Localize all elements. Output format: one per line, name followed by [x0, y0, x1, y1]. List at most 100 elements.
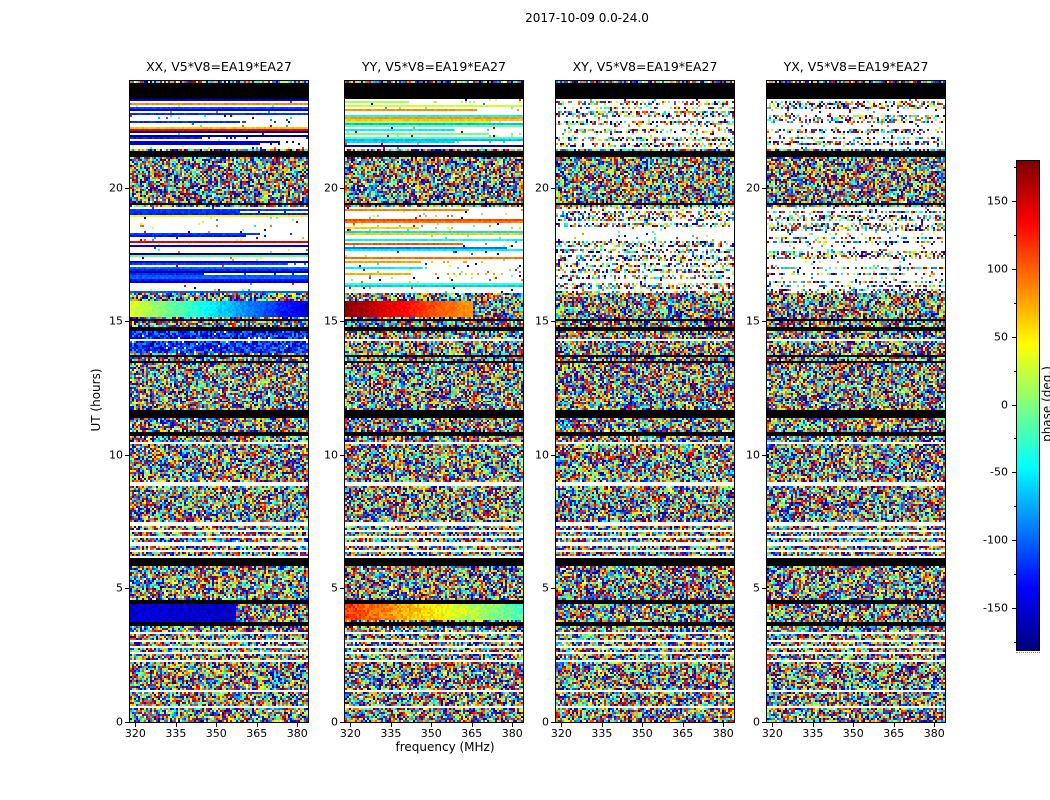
- y-tick-label: 5: [331, 581, 338, 595]
- y-tick-mark: [551, 722, 555, 723]
- y-tick-mark: [762, 454, 766, 456]
- heatmap-panel-yy: [344, 80, 524, 723]
- x-tick-label: 335: [591, 727, 613, 740]
- x-tick-mark: [812, 723, 814, 727]
- y-tick-mark: [551, 187, 555, 189]
- x-tick-label: 380: [501, 727, 523, 740]
- x-tick-mark: [772, 723, 774, 727]
- panel-title-xx: XX, V5*V8=EA19*EA27: [146, 59, 292, 74]
- x-tick-label: 365: [246, 727, 268, 740]
- y-tick-mark: [340, 588, 344, 590]
- colorbar-label: phase (deg.): [1040, 366, 1050, 442]
- x-tick-mark: [934, 723, 936, 727]
- heatmap-canvas-yy: [345, 81, 523, 722]
- y-tick-mark: [340, 454, 344, 456]
- y-tick-label: 5: [116, 581, 123, 595]
- x-tick-mark: [893, 723, 895, 727]
- y-tick-label: 0: [753, 715, 760, 729]
- x-tick-mark: [561, 723, 563, 727]
- x-tick-mark: [512, 723, 514, 727]
- x-tick-mark: [390, 723, 392, 727]
- colorbar: [1016, 160, 1040, 651]
- colorbar-tick-mark: [1012, 608, 1016, 610]
- colorbar-minor-tick-mark: [1014, 574, 1016, 576]
- y-tick-label: 20: [746, 181, 760, 195]
- y-tick-label: 10: [746, 448, 760, 462]
- y-tick-mark: [340, 722, 344, 723]
- y-tick-label: 5: [542, 581, 549, 595]
- y-tick-label: 0: [116, 715, 123, 729]
- colorbar-tick-label: 150: [987, 194, 1008, 208]
- x-tick-mark: [297, 723, 299, 727]
- y-tick-label: 0: [331, 715, 338, 729]
- y-tick-mark: [551, 588, 555, 590]
- x-tick-label: 365: [672, 727, 694, 740]
- y-tick-mark: [125, 454, 129, 456]
- heatmap-canvas-xx: [130, 81, 308, 722]
- colorbar-tick-label: -100: [983, 533, 1008, 547]
- y-tick-mark: [762, 187, 766, 189]
- y-tick-mark: [340, 187, 344, 189]
- x-tick-label: 335: [165, 727, 187, 740]
- colorbar-tick-mark: [1012, 336, 1016, 338]
- colorbar-minor-tick-mark: [1014, 438, 1016, 440]
- colorbar-minor-tick-mark: [1014, 166, 1016, 168]
- y-tick-mark: [551, 454, 555, 456]
- colorbar-tick-label: 100: [987, 262, 1008, 276]
- x-tick-label: 335: [802, 727, 824, 740]
- colorbar-tick-label: -150: [983, 601, 1008, 615]
- x-tick-mark: [135, 723, 137, 727]
- y-tick-label: 15: [535, 314, 549, 328]
- x-tick-mark: [431, 723, 433, 727]
- x-tick-label: 350: [842, 727, 864, 740]
- x-tick-mark: [642, 723, 644, 727]
- x-tick-label: 350: [631, 727, 653, 740]
- y-tick-label: 5: [753, 581, 760, 595]
- panel-title-xy: XY, V5*V8=EA19*EA27: [572, 59, 718, 74]
- x-tick-mark: [216, 723, 218, 727]
- y-tick-mark: [125, 187, 129, 189]
- panel-title-yy: YY, V5*V8=EA19*EA27: [362, 59, 506, 74]
- x-tick-mark: [175, 723, 177, 727]
- y-tick-mark: [340, 321, 344, 323]
- y-tick-mark: [762, 321, 766, 323]
- x-tick-mark: [682, 723, 684, 727]
- colorbar-tick-label: -50: [990, 465, 1008, 479]
- x-tick-mark: [256, 723, 258, 727]
- y-tick-mark: [125, 722, 129, 723]
- heatmap-panel-yx: [766, 80, 946, 723]
- colorbar-tick-mark: [1012, 268, 1016, 270]
- y-tick-label: 10: [109, 448, 123, 462]
- colorbar-tick-mark: [1012, 540, 1016, 542]
- colorbar-tick-label: 50: [994, 330, 1008, 344]
- y-tick-label: 20: [535, 181, 549, 195]
- x-tick-label: 350: [420, 727, 442, 740]
- colorbar-gradient: [1017, 161, 1039, 650]
- colorbar-minor-tick-mark: [1014, 234, 1016, 236]
- y-axis-label: UT (hours): [89, 368, 103, 432]
- colorbar-tick-mark: [1012, 404, 1016, 406]
- x-tick-label: 320: [339, 727, 361, 740]
- heatmap-canvas-xy: [556, 81, 734, 722]
- x-tick-label: 380: [712, 727, 734, 740]
- y-tick-label: 20: [109, 181, 123, 195]
- y-tick-label: 15: [746, 314, 760, 328]
- x-tick-label: 335: [380, 727, 402, 740]
- y-tick-label: 10: [535, 448, 549, 462]
- panel-title-yx: YX, V5*V8=EA19*EA27: [783, 59, 929, 74]
- x-tick-mark: [471, 723, 473, 727]
- y-tick-label: 20: [324, 181, 338, 195]
- x-tick-label: 350: [205, 727, 227, 740]
- colorbar-extend-dotted: [1016, 652, 1040, 653]
- colorbar-minor-tick-mark: [1014, 370, 1016, 372]
- heatmap-panel-xx: [129, 80, 309, 723]
- y-tick-mark: [551, 321, 555, 323]
- colorbar-tick-label: 0: [1001, 398, 1008, 411]
- y-tick-mark: [125, 588, 129, 590]
- y-tick-mark: [762, 722, 766, 723]
- x-tick-label: 380: [923, 727, 945, 740]
- x-tick-label: 365: [461, 727, 483, 740]
- x-tick-label: 320: [124, 727, 146, 740]
